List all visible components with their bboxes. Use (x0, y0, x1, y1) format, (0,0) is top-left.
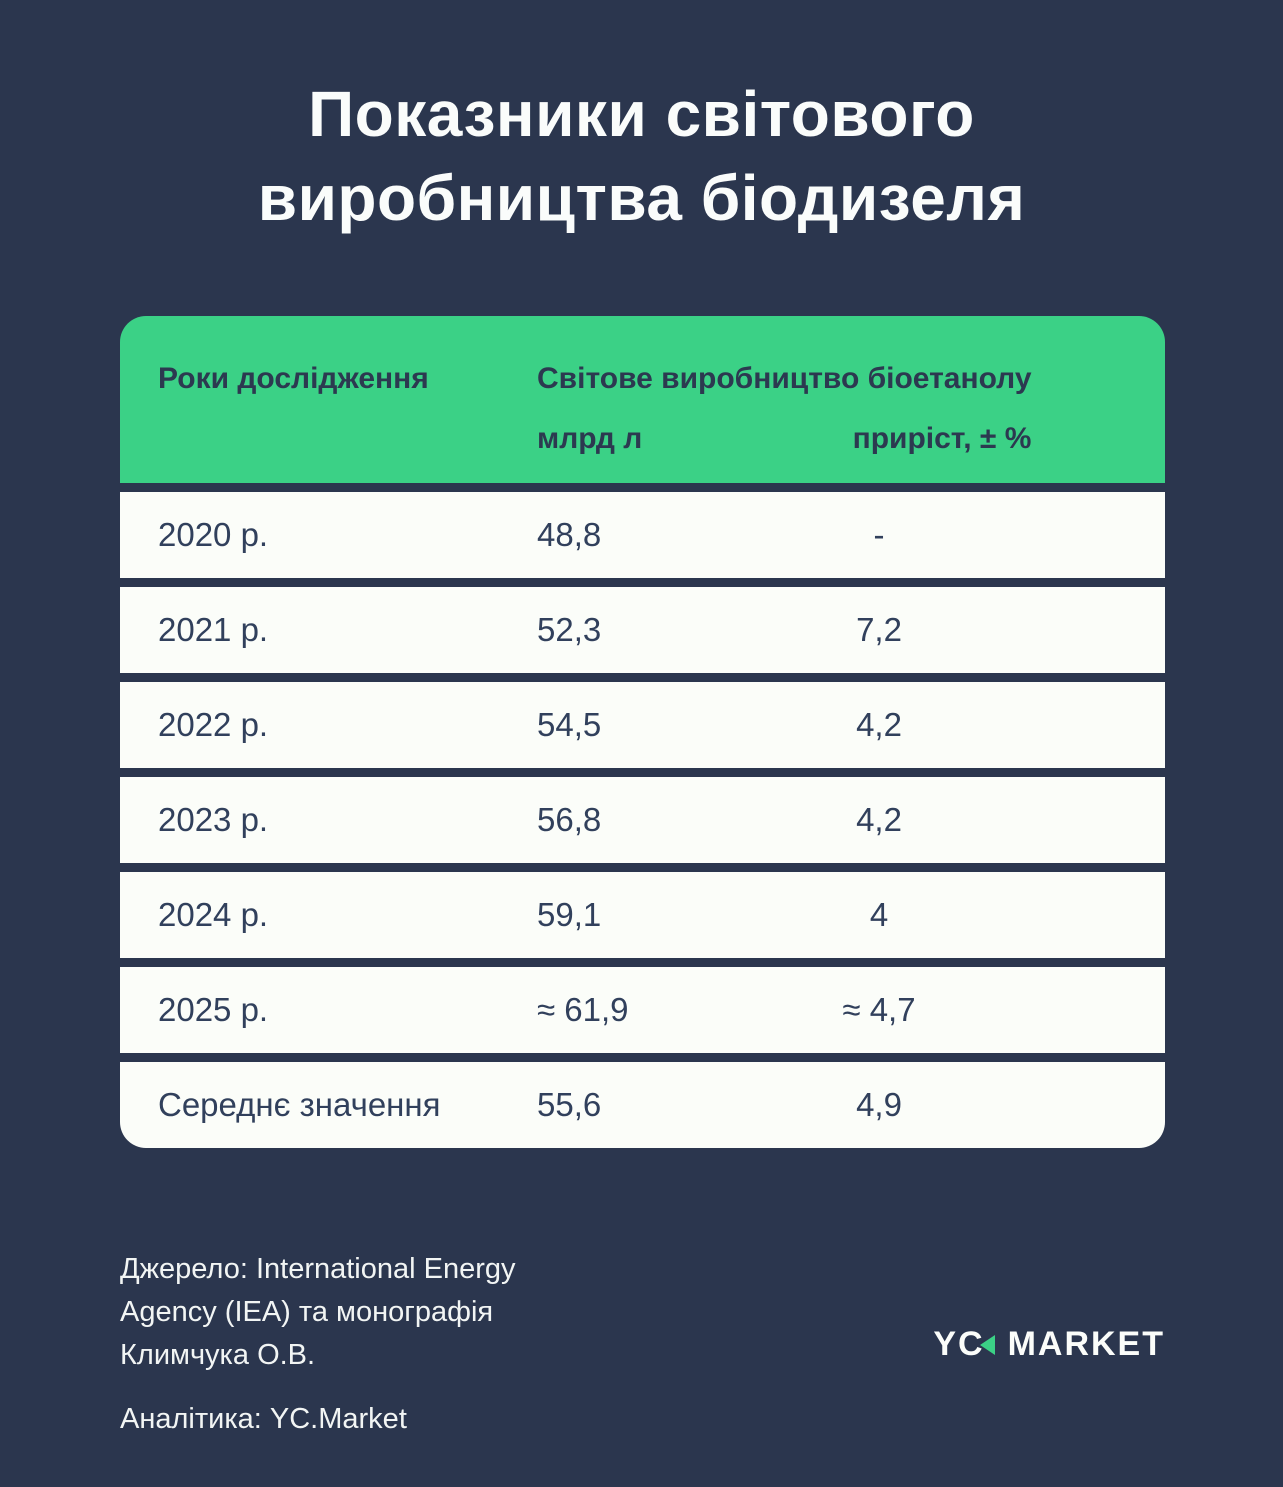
volume-cell: 48,8 (537, 516, 602, 553)
column-header-years: Роки дослідження (158, 362, 429, 395)
column-subheaders: млрд л приріст, ± % (537, 417, 1167, 461)
yc-market-logo: YC MARKET (933, 1325, 1165, 1364)
infographic-page: Показники світового виробництва біодизел… (0, 72, 1283, 1487)
volume-cell: 52,3 (537, 611, 602, 648)
growth-cell: ≈ 4,7 (842, 991, 916, 1028)
year-cell: 2020 р. (158, 516, 269, 553)
year-cell: 2021 р. (158, 611, 269, 648)
analytics-note: Аналітика: YC.Market (120, 1403, 407, 1435)
growth-cell: 4,2 (856, 801, 902, 838)
column-header-volume: млрд л (537, 422, 643, 455)
footer-text-block: Джерело: International Energy Agency (IE… (120, 1248, 516, 1441)
table-header: Роки дослідження Світове виробництво біо… (120, 316, 1165, 483)
logo-text-yc: YC (933, 1325, 985, 1363)
footer: Джерело: International Energy Agency (IE… (120, 1248, 1165, 1441)
column-header-group-title: Світове виробництво біоетанолу (537, 362, 1032, 395)
data-table: Роки дослідження Світове виробництво біо… (120, 316, 1165, 1148)
column-header-production-group: Світове виробництво біоетанолу млрд л пр… (537, 349, 1167, 469)
growth-cell: 4 (869, 896, 889, 933)
page-title: Показники світового виробництва біодизел… (0, 72, 1283, 240)
year-cell: Середнє значення (158, 1086, 441, 1123)
growth-cell: 4,2 (856, 706, 902, 743)
source-line-1: Джерело: International Energy (120, 1253, 516, 1285)
volume-cell: ≈ 61,9 (537, 991, 629, 1028)
column-header-growth: приріст, ± % (852, 422, 1032, 455)
table-row: 2021 р. 52,3 7,2 (120, 587, 1165, 673)
growth-cell: 4,9 (856, 1086, 902, 1123)
volume-cell: 56,8 (537, 801, 602, 838)
table-row: 2025 р. ≈ 61,9 ≈ 4,7 (120, 967, 1165, 1053)
table-row: 2023 р. 56,8 4,2 (120, 777, 1165, 863)
logo-triangle-icon (979, 1334, 995, 1355)
logo-text-market: MARKET (1007, 1325, 1165, 1363)
source-line-3: Климчука О.В. (120, 1339, 316, 1371)
volume-cell: 55,6 (537, 1086, 602, 1123)
year-cell: 2025 р. (158, 991, 269, 1028)
source-note: Джерело: International Energy Agency (IE… (120, 1248, 516, 1377)
table-row: 2022 р. 54,5 4,2 (120, 682, 1165, 768)
page-title-line-1: Показники світового (308, 78, 975, 150)
growth-cell: - (873, 516, 885, 553)
table-row: 2020 р. 48,8 - (120, 492, 1165, 578)
table-row-average: Середнє значення 55,6 4,9 (120, 1062, 1165, 1148)
growth-cell: 7,2 (856, 611, 902, 648)
year-cell: 2022 р. (158, 706, 269, 743)
source-line-2: Agency (IEA) та монографія (120, 1296, 494, 1328)
volume-cell: 59,1 (537, 896, 602, 933)
table-row: 2024 р. 59,1 4 (120, 872, 1165, 958)
page-title-line-2: виробництва біодизеля (257, 162, 1026, 234)
volume-cell: 54,5 (537, 706, 602, 743)
year-cell: 2024 р. (158, 896, 269, 933)
year-cell: 2023 р. (158, 801, 269, 838)
